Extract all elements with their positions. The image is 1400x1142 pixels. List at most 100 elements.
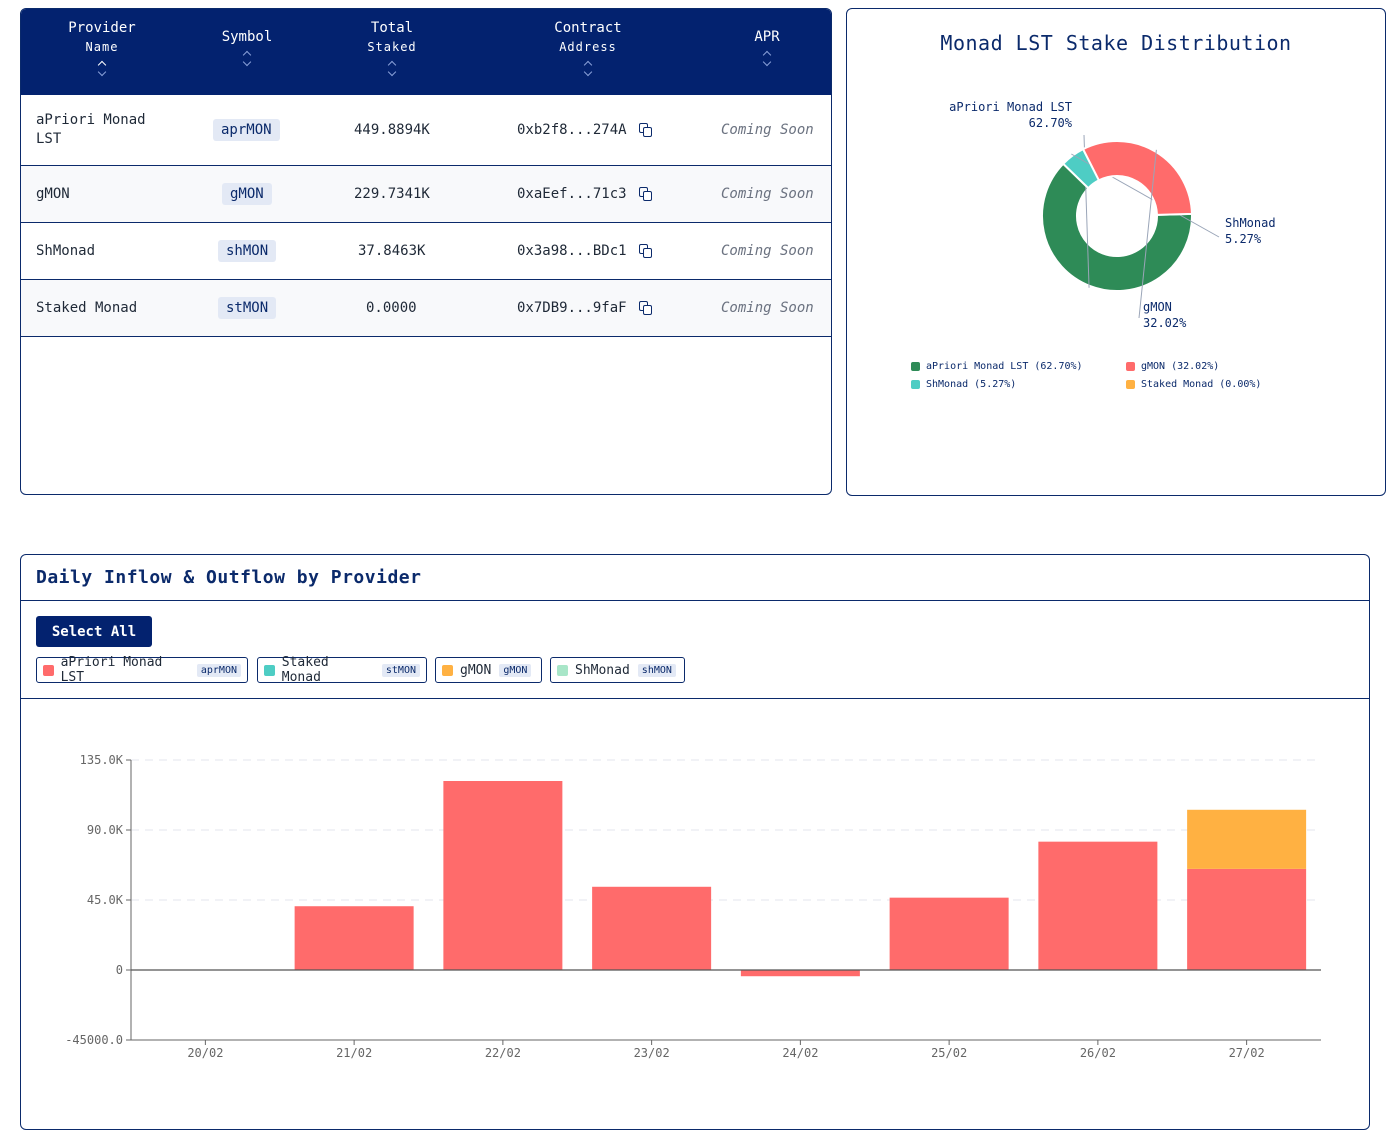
provider-name: Staked Monad	[36, 300, 138, 316]
bar[interactable]	[1187, 868, 1307, 970]
chip-label: gMON	[460, 662, 492, 678]
apr-value: Coming Soon	[721, 300, 814, 316]
contract-address: 0xb2f8...274A	[517, 95, 653, 165]
chip-label: aPriori Monad LST	[60, 655, 163, 685]
chip-tag: gMON	[499, 663, 532, 677]
donut-chart: aPriori Monad LST 62.70% ShMonad 5.27% gMON 3…	[949, 100, 1276, 330]
provider-name: ShMonad	[36, 243, 96, 259]
sort-icon[interactable]	[387, 59, 397, 79]
copy-icon[interactable]	[638, 187, 653, 201]
address-text: 0xb2f8...274A	[517, 122, 627, 138]
contract-address: 0xaEef...71c3	[517, 166, 653, 222]
header-label: Contract	[554, 20, 622, 36]
table-row[interactable]: aPriori Monad LST aprMON 449.8894K 0xb2f…	[21, 95, 831, 166]
y-tick-label: 45.0K	[87, 893, 124, 907]
symbol-badge: aprMON	[213, 119, 280, 141]
legend-label: ShMonad (5.27%)	[926, 379, 1017, 390]
chip-swatch	[43, 664, 54, 676]
divider	[21, 600, 1369, 601]
copy-icon[interactable]	[638, 244, 653, 258]
header-total-staked[interactable]: Total Staked	[352, 9, 432, 105]
total-staked: 229.7341K	[354, 186, 430, 202]
chip-label: Staked Monad	[281, 655, 329, 685]
sort-icon[interactable]	[242, 49, 252, 69]
slice-name-label: ShMonad	[1225, 216, 1276, 230]
header-label: Provider	[68, 20, 136, 36]
donut-slice[interactable]	[1081, 140, 1193, 216]
lst-table-card: Provider Name Symbol Total Staked Contra…	[20, 8, 832, 495]
legend-item[interactable]: gMON (32.02%)	[1126, 361, 1219, 372]
apr-value: Coming Soon	[721, 186, 814, 202]
legend-item[interactable]: ShMonad (5.27%)	[911, 379, 1016, 390]
x-tick-label: 21/02	[336, 1046, 372, 1060]
provider-filter-chip[interactable]: Staked Monad stMON	[257, 655, 427, 685]
table-row[interactable]: gMON gMON 229.7341K 0xaEef...71c3 Coming…	[21, 166, 831, 223]
provider-filter-chip[interactable]: gMON gMON	[435, 657, 542, 683]
x-tick-label: 25/02	[931, 1046, 967, 1060]
chip-tag: aprMON	[196, 663, 241, 677]
apr-value: Coming Soon	[721, 122, 814, 138]
stake-distribution-card: Monad LST Stake Distribution aPriori Mon…	[846, 8, 1386, 496]
legend-label: gMON (32.02%)	[1141, 361, 1220, 372]
apr-value: Coming Soon	[721, 243, 814, 259]
bar[interactable]	[294, 906, 414, 970]
header-sublabel: Staked	[367, 40, 417, 54]
total-staked: 449.8894K	[354, 122, 430, 138]
chip-swatch	[264, 664, 275, 676]
bar[interactable]	[443, 781, 563, 970]
bar[interactable]	[889, 897, 1009, 970]
label-leader-line	[1138, 149, 1157, 319]
copy-icon[interactable]	[638, 123, 653, 137]
donut-slice[interactable]	[1041, 162, 1193, 292]
legend-swatch	[1126, 380, 1135, 389]
header-symbol[interactable]: Symbol	[207, 9, 287, 114]
legend-item[interactable]: aPriori Monad LST (62.70%)	[911, 361, 1083, 372]
legend-item[interactable]: Staked Monad (0.00%)	[1126, 379, 1261, 390]
y-tick-label: 90.0K	[87, 823, 124, 837]
sort-icon[interactable]	[97, 59, 107, 79]
contract-address: 0x3a98...BDc1	[517, 223, 653, 279]
bar[interactable]	[592, 886, 712, 970]
x-tick-label: 24/02	[782, 1046, 818, 1060]
header-sublabel: Name	[85, 40, 119, 54]
flow-title: Daily Inflow & Outflow by Provider	[36, 567, 422, 588]
legend-label: Staked Monad (0.00%)	[1141, 379, 1262, 390]
bar[interactable]	[1038, 841, 1158, 970]
x-tick-label: 26/02	[1080, 1046, 1116, 1060]
y-tick-label: 135.0K	[80, 753, 124, 767]
header-label: Symbol	[221, 29, 273, 45]
copy-icon[interactable]	[638, 301, 653, 315]
table-row[interactable]: Staked Monad stMON 0.0000 0x7DB9...9faF …	[21, 280, 831, 337]
sort-icon[interactable]	[583, 59, 593, 79]
header-apr[interactable]: APR	[737, 9, 797, 114]
divider	[21, 698, 1369, 699]
chip-swatch	[442, 664, 453, 676]
provider-filter-chip[interactable]: aPriori Monad LST aprMON	[36, 655, 248, 685]
slice-name-label: gMON	[1143, 300, 1172, 314]
header-contract-address[interactable]: Contract Address	[538, 9, 638, 105]
bar[interactable]	[740, 970, 860, 977]
sort-icon[interactable]	[762, 49, 772, 69]
table-header: Provider Name Symbol Total Staked Contra…	[21, 9, 831, 95]
slice-name-label: aPriori Monad LST	[949, 100, 1072, 114]
provider-name: aPriori Monad LST	[36, 112, 146, 147]
header-sublabel: Address	[559, 40, 617, 54]
address-text: 0xaEef...71c3	[517, 186, 627, 202]
provider-filter-chip[interactable]: ShMonad shMON	[550, 657, 685, 683]
y-tick-label: -45000.0	[65, 1033, 123, 1047]
total-staked: 37.8463K	[358, 243, 426, 259]
header-provider-name[interactable]: Provider Name	[52, 9, 152, 105]
table-row[interactable]: ShMonad shMON 37.8463K 0x3a98...BDc1 Com…	[21, 223, 831, 280]
provider-name: gMON	[36, 186, 70, 202]
bar[interactable]	[1187, 809, 1307, 869]
select-all-button[interactable]: Select All	[36, 616, 152, 647]
x-tick-label: 20/02	[187, 1046, 223, 1060]
slice-percent-label: 62.70%	[1029, 116, 1073, 130]
legend-label: aPriori Monad LST (62.70%)	[926, 361, 1083, 372]
chip-label: ShMonad	[575, 662, 630, 678]
contract-address: 0x7DB9...9faF	[517, 280, 653, 336]
legend-swatch	[911, 362, 920, 371]
x-tick-label: 22/02	[485, 1046, 521, 1060]
y-tick-label: 0	[116, 963, 123, 977]
x-tick-label: 27/02	[1229, 1046, 1265, 1060]
